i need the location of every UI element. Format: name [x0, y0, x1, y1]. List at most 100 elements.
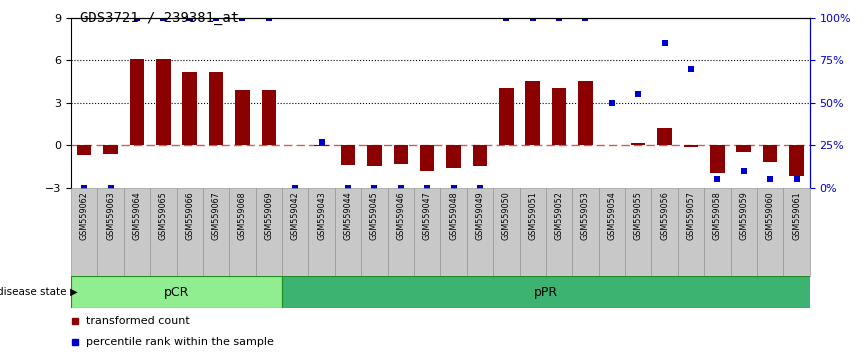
Bar	[236, 90, 249, 145]
Point	[236, 15, 249, 21]
Text: GSM559063: GSM559063	[107, 191, 115, 240]
Bar	[625, 188, 651, 276]
Point	[553, 15, 566, 21]
Text: transformed count: transformed count	[86, 316, 190, 326]
Point	[631, 91, 645, 97]
Bar	[229, 188, 255, 276]
Bar	[467, 188, 493, 276]
Bar	[493, 188, 520, 276]
Text: GSM559052: GSM559052	[554, 191, 564, 240]
Text: GSM559053: GSM559053	[581, 191, 590, 240]
Bar	[784, 188, 810, 276]
Text: GSM559047: GSM559047	[423, 191, 431, 240]
Bar	[657, 128, 672, 145]
Point	[341, 185, 355, 190]
Point	[657, 40, 671, 46]
Point	[367, 185, 381, 190]
Bar	[150, 188, 177, 276]
Bar	[710, 145, 725, 173]
Bar	[789, 145, 804, 176]
Point	[605, 100, 619, 105]
Bar	[520, 188, 546, 276]
Bar	[440, 188, 467, 276]
Text: GSM559065: GSM559065	[158, 191, 168, 240]
Text: GDS3721 / 239381_at: GDS3721 / 239381_at	[80, 11, 239, 25]
Bar	[361, 188, 388, 276]
Bar	[684, 145, 698, 147]
Text: GSM559061: GSM559061	[792, 191, 801, 240]
Point	[104, 185, 118, 190]
Bar	[446, 145, 461, 168]
Point	[314, 139, 328, 144]
Bar	[546, 188, 572, 276]
Bar	[598, 188, 625, 276]
Point	[473, 185, 487, 190]
Point	[77, 185, 91, 190]
Bar	[731, 188, 757, 276]
Bar	[71, 188, 97, 276]
Text: GSM559067: GSM559067	[211, 191, 221, 240]
Text: GSM559055: GSM559055	[634, 191, 643, 240]
Point	[420, 185, 434, 190]
Text: GSM559043: GSM559043	[317, 191, 326, 240]
Bar	[763, 145, 778, 162]
Point	[710, 176, 724, 182]
Text: GSM559049: GSM559049	[475, 191, 484, 240]
Bar	[156, 59, 171, 145]
Bar	[367, 145, 382, 166]
Text: GSM559051: GSM559051	[528, 191, 537, 240]
Bar	[388, 188, 414, 276]
Point	[526, 15, 540, 21]
Bar	[177, 188, 203, 276]
Bar	[282, 188, 308, 276]
Point	[763, 176, 777, 182]
Point	[684, 66, 698, 72]
Bar	[414, 188, 440, 276]
Text: disease state: disease state	[0, 287, 67, 297]
Point	[288, 185, 302, 190]
Text: GSM559059: GSM559059	[740, 191, 748, 240]
Bar	[130, 59, 145, 145]
Text: GSM559054: GSM559054	[607, 191, 617, 240]
Text: percentile rank within the sample: percentile rank within the sample	[86, 337, 274, 348]
Point	[394, 185, 408, 190]
Text: pCR: pCR	[164, 286, 190, 298]
Bar	[393, 145, 408, 164]
Bar	[340, 145, 355, 165]
Bar	[308, 188, 335, 276]
Text: GSM559066: GSM559066	[185, 191, 194, 240]
Text: GSM559042: GSM559042	[291, 191, 300, 240]
Text: GSM559060: GSM559060	[766, 191, 774, 240]
Bar	[499, 88, 514, 145]
Bar	[97, 188, 124, 276]
Bar	[183, 72, 197, 145]
Bar	[473, 145, 488, 166]
Bar	[704, 188, 731, 276]
Text: GSM559062: GSM559062	[80, 191, 88, 240]
Bar	[209, 72, 223, 145]
Text: GSM559046: GSM559046	[397, 191, 405, 240]
Bar	[335, 188, 361, 276]
Bar	[420, 145, 435, 171]
Bar	[255, 188, 282, 276]
Text: GSM559068: GSM559068	[238, 191, 247, 240]
Bar	[71, 276, 282, 308]
Bar	[282, 276, 810, 308]
Bar	[314, 145, 329, 146]
Bar	[103, 145, 118, 154]
Bar	[736, 145, 751, 152]
Bar	[124, 188, 150, 276]
Bar	[203, 188, 229, 276]
Bar	[578, 81, 592, 145]
Text: GSM559048: GSM559048	[449, 191, 458, 240]
Bar	[678, 188, 704, 276]
Text: ▶: ▶	[67, 287, 77, 297]
Text: GSM559045: GSM559045	[370, 191, 379, 240]
Text: GSM559050: GSM559050	[501, 191, 511, 240]
Bar	[631, 143, 645, 145]
Text: GSM559057: GSM559057	[687, 191, 695, 240]
Text: GSM559056: GSM559056	[660, 191, 669, 240]
Point	[737, 168, 751, 173]
Text: GSM559069: GSM559069	[264, 191, 274, 240]
Bar	[552, 88, 566, 145]
